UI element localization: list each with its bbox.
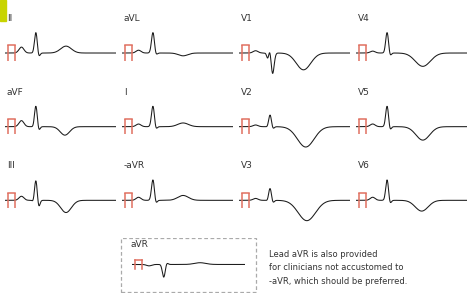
- Text: Lead aVR is also provided
for clinicians not accustomed to
-aVR, which should be: Lead aVR is also provided for clinicians…: [269, 250, 408, 286]
- Text: -aVR: -aVR: [124, 162, 145, 170]
- Text: V6: V6: [358, 162, 370, 170]
- Text: V4: V4: [358, 14, 370, 23]
- Text: Wellen’s syndrome: Wellen’s syndrome: [9, 6, 102, 16]
- Text: aVR: aVR: [130, 240, 148, 249]
- Text: II: II: [7, 14, 12, 23]
- Text: III: III: [7, 162, 15, 170]
- Text: aVL: aVL: [124, 14, 140, 23]
- Bar: [0, 0, 6, 21]
- Text: V1: V1: [241, 14, 253, 23]
- Text: V3: V3: [241, 162, 253, 170]
- Text: V5: V5: [358, 88, 370, 97]
- Text: I: I: [124, 88, 127, 97]
- Text: aVF: aVF: [7, 88, 23, 97]
- Text: V2: V2: [241, 88, 253, 97]
